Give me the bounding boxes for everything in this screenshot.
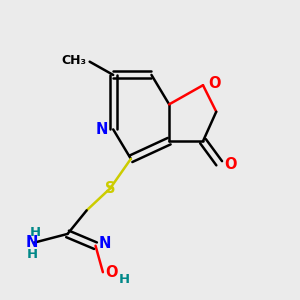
Text: N: N [26,235,38,250]
Text: O: O [208,76,220,91]
Text: H: H [119,273,130,286]
Text: O: O [224,157,237,172]
Text: CH₃: CH₃ [62,54,87,67]
Text: N: N [96,122,108,137]
Text: H: H [30,226,41,239]
Text: S: S [105,181,116,196]
Text: H: H [27,248,38,261]
Text: N: N [99,236,111,251]
Text: O: O [106,265,118,280]
